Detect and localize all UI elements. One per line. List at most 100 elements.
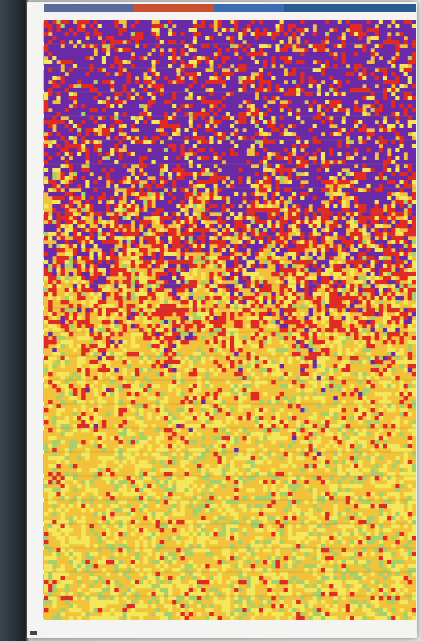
heatmap-cell <box>192 204 198 209</box>
heatmap-cell <box>176 244 181 249</box>
heatmap-cell <box>258 180 264 185</box>
heatmap-cell <box>168 68 173 73</box>
heatmap-cell <box>242 36 247 41</box>
heatmap-cell <box>213 200 218 205</box>
heatmap-cell <box>77 160 82 165</box>
heatmap-cell <box>168 108 173 113</box>
heatmap-cell <box>176 152 181 157</box>
heatmap-cell <box>308 44 313 49</box>
heatmap-cell <box>391 252 396 257</box>
heatmap-cell <box>308 144 313 149</box>
heatmap-cell <box>93 168 99 173</box>
heatmap-cell <box>287 240 293 245</box>
heatmap-cell <box>271 192 276 197</box>
heatmap-cell <box>64 156 70 161</box>
heatmap-row <box>44 28 416 33</box>
heatmap-cell <box>163 216 169 221</box>
heatmap-cell <box>308 120 313 125</box>
heatmap-cell <box>329 208 334 213</box>
heatmap-cell <box>155 208 161 213</box>
heatmap-cell <box>267 108 272 113</box>
heatmap-cell <box>97 156 103 161</box>
heatmap-cell <box>139 232 144 237</box>
heatmap-cell <box>341 108 347 113</box>
heatmap-cell <box>97 104 103 109</box>
heatmap-cell <box>163 152 169 157</box>
heatmap-cell <box>134 56 140 61</box>
heatmap-cell <box>44 272 49 277</box>
heatmap-cell <box>304 132 309 137</box>
heatmap-cell <box>184 100 189 105</box>
heatmap-cell <box>341 256 347 261</box>
heatmap-cell <box>106 240 111 245</box>
heatmap-cell <box>403 216 409 221</box>
heatmap-row <box>44 260 416 265</box>
heatmap-cell <box>271 148 276 153</box>
heatmap-cell <box>81 228 86 233</box>
heatmap-cell <box>312 72 318 77</box>
heatmap-cell <box>230 216 235 221</box>
heatmap-cell <box>184 140 189 145</box>
heatmap-cell <box>370 216 375 221</box>
heatmap-cell <box>64 44 70 49</box>
heatmap-cell <box>134 28 140 33</box>
heatmap-cell <box>287 156 293 161</box>
heatmap-cell <box>325 208 330 213</box>
heatmap-cell <box>395 60 400 65</box>
heatmap-cell <box>399 188 404 193</box>
heatmap-cell <box>56 104 61 109</box>
heatmap-cell <box>254 180 260 185</box>
heatmap-cell <box>395 264 400 269</box>
heatmap-cell <box>118 232 123 237</box>
heatmap-cell <box>366 32 371 37</box>
heatmap-cell <box>300 144 305 149</box>
heatmap-cell <box>217 152 223 157</box>
heatmap-cell <box>101 144 107 149</box>
heatmap-cell <box>126 140 132 145</box>
heatmap-cell <box>118 88 123 93</box>
heatmap-cell <box>407 148 413 153</box>
heatmap-cell <box>134 160 140 165</box>
heatmap-cell <box>72 240 78 245</box>
heatmap-cell <box>52 252 57 257</box>
heatmap-cell <box>296 60 301 65</box>
heatmap-cell <box>296 256 301 261</box>
heatmap-cell <box>399 140 404 145</box>
heatmap-cell <box>172 252 177 257</box>
heatmap-cell <box>180 148 185 153</box>
heatmap-cell <box>110 152 115 157</box>
heatmap-cell <box>271 176 276 181</box>
heatmap-cell <box>292 128 297 133</box>
heatmap-cell <box>300 68 305 73</box>
heatmap-cell <box>93 148 99 153</box>
heatmap-cell <box>254 192 260 197</box>
heatmap-cell <box>48 184 53 189</box>
heatmap-cell <box>134 232 140 237</box>
heatmap-cell <box>172 72 177 77</box>
heatmap-cell <box>382 44 388 49</box>
heatmap-cell <box>48 104 53 109</box>
heatmap-cell <box>378 96 384 101</box>
heatmap-cell <box>292 200 297 205</box>
heatmap-cell <box>143 160 148 165</box>
heatmap-cell <box>300 248 305 253</box>
heatmap-cell <box>72 256 78 261</box>
heatmap-cell <box>168 260 173 265</box>
heatmap-cell <box>407 28 413 33</box>
heatmap-cell <box>217 208 223 213</box>
heatmap-cell <box>225 164 231 169</box>
heatmap-cell <box>118 140 123 145</box>
heatmap-cell <box>391 88 396 93</box>
heatmap-cell <box>382 148 388 153</box>
heatmap-cell <box>279 240 285 245</box>
heatmap-cell <box>238 136 243 141</box>
heatmap-cell <box>362 72 367 77</box>
heatmap-cell <box>72 116 78 121</box>
heatmap-cell <box>242 144 247 149</box>
heatmap-cell <box>97 268 103 273</box>
heatmap-cell <box>370 192 375 197</box>
heatmap-cell <box>263 200 268 205</box>
heatmap-cell <box>205 208 210 213</box>
heatmap-cell <box>246 36 251 41</box>
heatmap-cell <box>180 256 185 261</box>
